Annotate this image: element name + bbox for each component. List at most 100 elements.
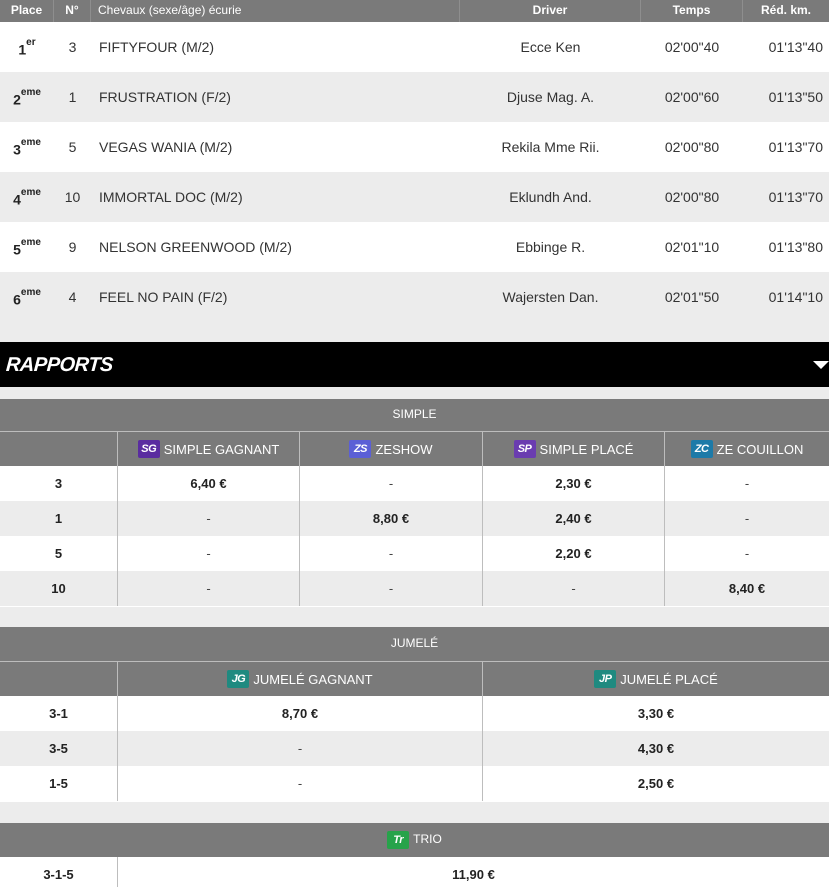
combination-cell: 3 xyxy=(0,466,118,501)
bet-row: 3-1 8,70 € 3,30 € xyxy=(0,696,829,731)
time-cell: 02'01"10 xyxy=(664,239,720,255)
horse-cell[interactable]: FEEL NO PAIN (F/2) xyxy=(99,289,228,305)
table-row[interactable]: 2eme 1 FRUSTRATION (F/2) Djuse Mag. A. 02'00… xyxy=(0,72,829,122)
payout-cell: - xyxy=(300,536,483,571)
header-horse[interactable]: Chevaux (sexe/âge) écurie xyxy=(91,0,460,22)
column-simple-gagnant: SG SIMPLE GAGNANT xyxy=(118,432,300,466)
simple-place-icon: SP xyxy=(513,440,536,458)
jumele-place-icon: JP xyxy=(594,670,617,688)
combo-column-header xyxy=(0,432,118,466)
ze-couillon-icon: ZC xyxy=(690,440,713,458)
combination-cell: 3-1 xyxy=(0,696,118,731)
horse-cell[interactable]: IMMORTAL DOC (M/2) xyxy=(99,189,243,205)
payout-cell: - xyxy=(118,571,300,606)
collapse-arrow-icon[interactable] xyxy=(813,361,829,369)
place-suffix: eme xyxy=(20,187,41,198)
driver-cell[interactable]: Djuse Mag. A. xyxy=(506,89,595,105)
table-row[interactable]: 5eme 9 NELSON GREENWOOD (M/2) Ebbinge R. 02'… xyxy=(0,222,829,272)
driver-cell[interactable]: Ebbinge R. xyxy=(515,239,586,255)
payout-cell: 8,70 € xyxy=(118,696,483,731)
number-cell: 4 xyxy=(68,289,77,305)
payout-cell: - xyxy=(744,476,750,491)
driver-cell[interactable]: Ecce Ken xyxy=(520,39,581,55)
bet-row: 3 6,40 € -2,30 € - xyxy=(0,466,829,501)
place-number: 2 xyxy=(13,91,21,108)
payout-cell: 2,20 € xyxy=(483,536,665,571)
bet-row: 10- - -8,40 € xyxy=(0,571,829,606)
place-number: 3 xyxy=(13,141,21,158)
place-suffix: eme xyxy=(20,287,41,298)
driver-cell[interactable]: Eklundh And. xyxy=(509,189,592,205)
driver-cell[interactable]: Rekila Mme Rii. xyxy=(501,139,600,155)
place-cell: 4eme xyxy=(0,172,54,222)
simple-section: SIMPLE SG SIMPLE GAGNANT ZS ZESHOW SP SIMPL… xyxy=(0,387,829,606)
horse-cell[interactable]: FIFTYFOUR (M/2) xyxy=(99,39,215,55)
jumele-body: 3-1 8,70 € 3,30 € 3-5- 4,30 € 1-5- 2,50 € xyxy=(0,696,829,801)
rapports-banner[interactable]: RAPPORTS xyxy=(0,342,829,387)
payout-cell: 3,30 € xyxy=(637,706,675,721)
trio-section: Tr TRIO 3-1-5 11,90 € xyxy=(0,802,829,887)
header-driver[interactable]: Driver xyxy=(460,0,641,22)
combination-cell: 5 xyxy=(0,536,118,571)
number-cell: 9 xyxy=(68,239,77,255)
place-cell: 5eme xyxy=(0,222,54,272)
payout-cell: 11,90 € xyxy=(452,867,495,882)
horse-cell[interactable]: FRUSTRATION (F/2) xyxy=(99,89,231,105)
column-jumele-place: JP JUMELÉ PLACÉ xyxy=(483,662,829,696)
simple-columns: SG SIMPLE GAGNANT ZS ZESHOW SP SIMPLE PLACÉ… xyxy=(0,431,829,466)
combination-cell: 3-1-5 xyxy=(0,857,118,887)
horse-cell[interactable]: NELSON GREENWOOD (M/2) xyxy=(99,239,292,255)
bet-row: 5- -2,20 € - xyxy=(0,536,829,571)
rapports-title: RAPPORTS xyxy=(5,354,114,376)
place-suffix: eme xyxy=(20,137,41,148)
trio-icon: Tr xyxy=(387,831,410,849)
payout-cell: 4,30 € xyxy=(637,741,675,756)
jumele-title: JUMELÉ xyxy=(0,627,829,661)
results-body: 1er 3 FIFTYFOUR (M/2) Ecce Ken 02'00"40 01'13… xyxy=(0,22,829,322)
table-row[interactable]: 6eme 4 FEEL NO PAIN (F/2) Wajersten Dan. 02'… xyxy=(0,272,829,322)
payout-cell: 8,80 € xyxy=(300,501,483,536)
combination-cell: 1 xyxy=(0,501,118,536)
table-row[interactable]: 1er 3 FIFTYFOUR (M/2) Ecce Ken 02'00"40 01'13… xyxy=(0,22,829,72)
column-label: SIMPLE PLACÉ xyxy=(539,441,634,457)
header-number[interactable]: N° xyxy=(54,0,91,22)
place-cell: 1er xyxy=(0,22,54,72)
column-zeshow: ZS ZESHOW xyxy=(300,432,483,466)
section-spacer xyxy=(0,387,829,399)
payout-cell: - xyxy=(118,536,300,571)
time-cell: 02'00"80 xyxy=(664,139,720,155)
table-row[interactable]: 3eme 5 VEGAS WANIA (M/2) Rekila Mme Rii. 02'… xyxy=(0,122,829,172)
payout-cell: 6,40 € xyxy=(118,466,300,501)
header-place[interactable]: Place xyxy=(0,0,54,22)
payout-cell: 2,30 € xyxy=(483,466,665,501)
bet-row: 1-5- 2,50 € xyxy=(0,766,829,801)
zeshow-icon: ZS xyxy=(349,440,372,458)
column-label: JUMELÉ GAGNANT xyxy=(253,671,373,687)
results-header: Place N° Chevaux (sexe/âge) écurie Drive… xyxy=(0,0,829,22)
trio-title-bar: Tr TRIO xyxy=(0,823,829,857)
reduction-cell: 01'13"70 xyxy=(768,139,823,155)
driver-cell[interactable]: Wajersten Dan. xyxy=(502,289,599,305)
simple-gagnant-icon: SG xyxy=(137,440,160,458)
place-suffix: er xyxy=(26,37,36,48)
time-cell: 02'01"50 xyxy=(664,289,720,305)
header-reduction[interactable]: Réd. km. xyxy=(760,3,811,17)
bet-row: 3-5- 4,30 € xyxy=(0,731,829,766)
payout-cell: 8,40 € xyxy=(728,581,766,596)
reduction-cell: 01'13"50 xyxy=(768,89,823,105)
column-jumele-gagnant: JG JUMELÉ GAGNANT xyxy=(118,662,483,696)
place-number: 4 xyxy=(13,191,21,208)
payout-cell: - xyxy=(483,571,665,606)
table-row[interactable]: 4eme 10 IMMORTAL DOC (M/2) Eklundh And. 02'0… xyxy=(0,172,829,222)
jumele-columns: JG JUMELÉ GAGNANT JP JUMELÉ PLACÉ xyxy=(0,661,829,696)
payout-cell: - xyxy=(744,511,750,526)
column-simple-place: SP SIMPLE PLACÉ xyxy=(483,432,665,466)
place-number: 1 xyxy=(18,41,27,58)
place-cell: 3eme xyxy=(0,122,54,172)
jumele-section: JUMELÉ JG JUMELÉ GAGNANT JP JUMELÉ PLACÉ 3… xyxy=(0,607,829,801)
payout-cell: 2,50 € xyxy=(637,776,675,791)
column-label: ZESHOW xyxy=(375,441,433,457)
header-time[interactable]: Temps xyxy=(641,0,743,22)
number-cell: 10 xyxy=(64,189,81,205)
horse-cell[interactable]: VEGAS WANIA (M/2) xyxy=(99,139,233,155)
